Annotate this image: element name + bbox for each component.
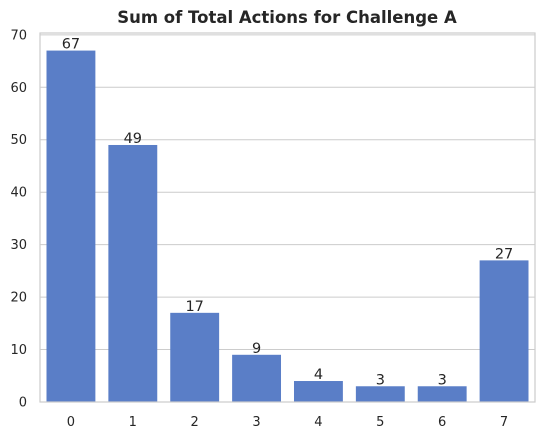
y-tick-label: 10 bbox=[10, 343, 27, 358]
y-tick-label: 70 bbox=[10, 28, 27, 43]
y-tick-label: 20 bbox=[10, 291, 27, 306]
x-tick-label: 7 bbox=[500, 415, 508, 430]
x-tick-label: 6 bbox=[438, 415, 446, 430]
y-tick-label: 50 bbox=[10, 133, 27, 148]
data-label: 9 bbox=[252, 341, 261, 357]
data-label: 4 bbox=[314, 367, 323, 383]
chart-title: Sum of Total Actions for Challenge A bbox=[117, 8, 457, 27]
bar-7 bbox=[479, 260, 529, 402]
bar-2 bbox=[170, 312, 220, 402]
x-tick-label: 1 bbox=[129, 415, 137, 430]
data-label: 3 bbox=[376, 372, 385, 388]
bar-4 bbox=[293, 381, 343, 402]
x-tick-label: 3 bbox=[252, 415, 260, 430]
x-axis-ticks: 0 1 2 3 4 5 6 7 bbox=[67, 415, 508, 430]
axes-spines bbox=[39, 32, 536, 403]
x-tick-label: 5 bbox=[376, 415, 384, 430]
y-axis-ticks: 0 10 20 30 40 50 60 70 bbox=[10, 28, 27, 410]
y-tick-label: 0 bbox=[19, 396, 27, 411]
axes-frame bbox=[39, 32, 536, 403]
data-label: 67 bbox=[62, 37, 80, 53]
y-tick-label: 30 bbox=[10, 238, 27, 253]
bar-0 bbox=[46, 50, 96, 402]
data-label: 3 bbox=[438, 372, 447, 388]
data-labels: 67 49 17 9 4 3 3 27 bbox=[62, 37, 514, 389]
y-tick-label: 40 bbox=[10, 186, 27, 201]
bar-6 bbox=[417, 386, 467, 402]
x-tick-label: 4 bbox=[314, 415, 322, 430]
y-tick-label: 60 bbox=[10, 81, 27, 96]
bar-1 bbox=[108, 144, 158, 402]
data-label: 17 bbox=[185, 299, 203, 315]
data-label: 49 bbox=[124, 131, 142, 147]
bar-5 bbox=[355, 386, 405, 402]
x-tick-label: 2 bbox=[191, 415, 199, 430]
data-label: 27 bbox=[495, 246, 513, 262]
x-tick-label: 0 bbox=[67, 415, 75, 430]
bar-3 bbox=[232, 354, 282, 402]
bars-layer bbox=[46, 50, 529, 402]
